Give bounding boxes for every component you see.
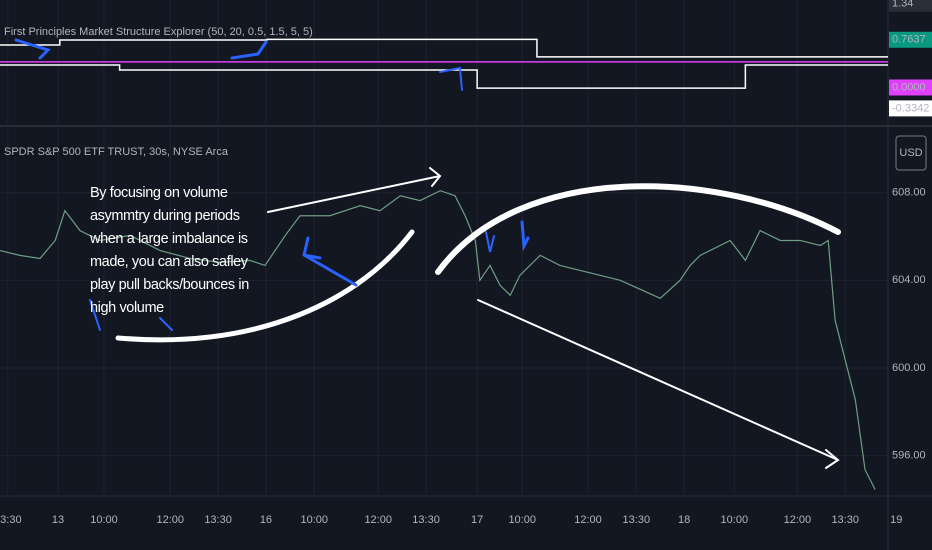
y-tick-tag [889, 31, 932, 48]
x-tick-label: 13 [52, 514, 64, 526]
symbol-title: SPDR S&P 500 ETF TRUST, 30s, NYSE Arca [4, 146, 229, 158]
arrow-drawing [485, 231, 495, 253]
x-tick-label: 12:00 [156, 514, 184, 526]
plot [0, 38, 888, 490]
x-tick-label: 16 [260, 514, 272, 526]
y-tick-label: 0.0000 [892, 81, 926, 93]
y-tick-label: -0.3342 [892, 102, 929, 114]
x-tick-label: 13:30 [623, 514, 651, 526]
curve-drawing [435, 183, 841, 275]
grid [0, 0, 888, 495]
y-tick-label: 1.34 [892, 0, 913, 10]
data-line [0, 38, 888, 58]
arrow-drawing [520, 220, 530, 252]
arrow-drawing [267, 167, 442, 213]
arrow-drawing [477, 299, 840, 469]
x-tick-label: 13:30 [412, 514, 440, 526]
arrow-drawing [302, 236, 358, 287]
x-tick-label: 10:00 [300, 514, 328, 526]
x-tick-label: 12:00 [784, 514, 812, 526]
x-tick-label: 10:00 [508, 514, 536, 526]
drawings [14, 38, 841, 469]
annotation-text: By focusing on volume asymmtry during pe… [90, 185, 249, 316]
x-tick-label: 17 [471, 514, 483, 526]
arrow-drawing [89, 299, 173, 331]
y-tick-label: 0.7637 [892, 34, 926, 46]
data-line [0, 64, 888, 89]
x-tick-label: 10:00 [721, 514, 749, 526]
indicator-title: First Principles Market Structure Explor… [4, 26, 313, 38]
arrow-drawing [230, 40, 268, 60]
x-tick-label: 13:30 [0, 514, 22, 526]
x-tick-label: 12:00 [364, 514, 392, 526]
x-tick-label: 13:30 [204, 514, 232, 526]
y-tick-tag [889, 0, 932, 12]
x-tick-label: 10:00 [90, 514, 118, 526]
y-tick-label: 596.00 [892, 449, 926, 461]
y-tick-tag [889, 79, 932, 96]
y-tick-label: 608.00 [892, 187, 926, 199]
arrow-drawing [439, 66, 463, 91]
data-line [0, 190, 876, 490]
y-tick-tag [889, 100, 932, 117]
curve-drawing [115, 229, 415, 343]
x-tick-label: 12:00 [574, 514, 602, 526]
x-tick-label: 19 [890, 514, 902, 526]
arrow-drawing [14, 38, 51, 60]
y-tick-label: 600.00 [892, 362, 926, 374]
x-tick-label: 18 [678, 514, 690, 526]
x-tick-label: 13:30 [831, 514, 859, 526]
y-tick-label: 604.00 [892, 274, 926, 286]
currency[interactable]: USD [899, 147, 922, 159]
currency-box[interactable] [895, 135, 927, 171]
